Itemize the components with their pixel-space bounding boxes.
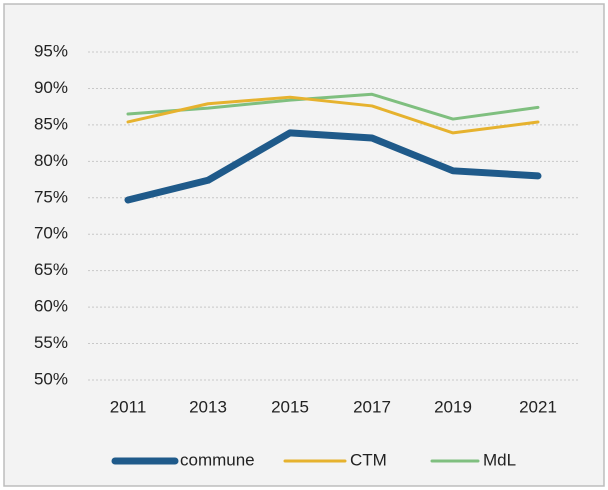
y-tick-label: 65% [34,260,68,279]
y-tick-label: 70% [34,224,68,243]
legend-label: CTM [350,450,387,469]
x-tick-label: 2019 [434,397,472,416]
y-tick-label: 85% [34,114,68,133]
y-tick-label: 80% [34,151,68,170]
series-line [126,95,540,135]
x-tick-label: 2021 [519,397,557,416]
y-tick-label: 55% [34,333,68,352]
y-tick-label: 90% [34,78,68,97]
y-tick-label: 60% [34,297,68,316]
x-tick-label: 2011 [110,397,147,416]
y-tick-label: 75% [34,187,68,206]
x-tick-label: 2017 [353,397,391,416]
y-tick-label: 95% [34,41,68,60]
chart-background [3,3,605,487]
legend-label: MdL [483,450,516,469]
series-line [126,92,540,121]
series-line [124,129,542,204]
y-tick-label: 50% [34,369,68,388]
x-tick-label: 2015 [271,397,309,416]
legend-label: commune [180,450,255,469]
x-tick-label: 2013 [189,397,227,416]
